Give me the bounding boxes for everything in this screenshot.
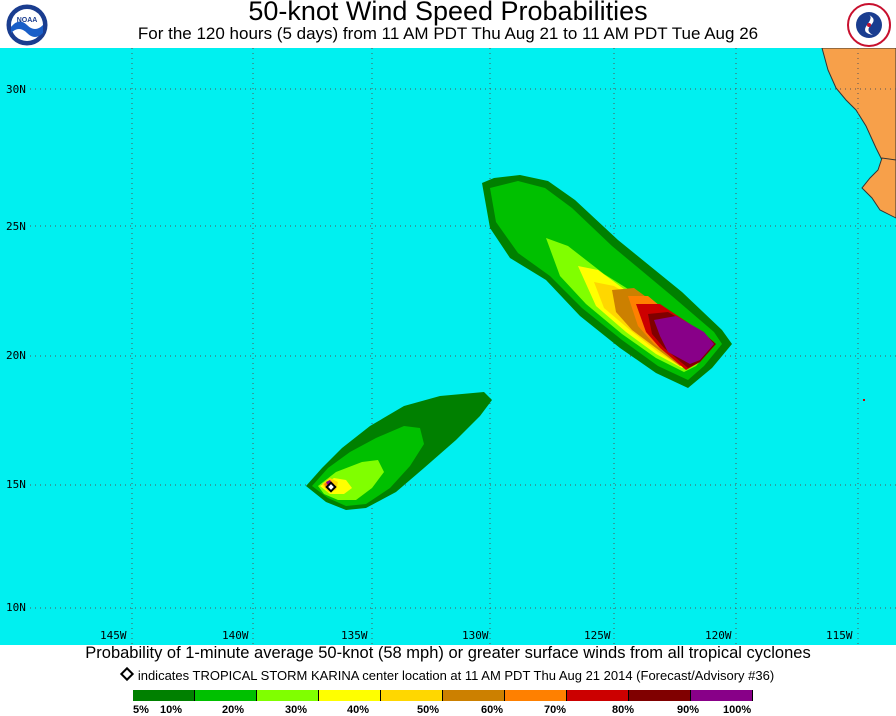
legend-label: 70% xyxy=(544,704,567,716)
legend-swatch xyxy=(691,690,753,701)
nws-logo-icon xyxy=(847,3,891,47)
legend-swatch xyxy=(381,690,443,701)
storm-diamond-icon xyxy=(119,666,134,682)
legend-swatch xyxy=(195,690,257,701)
lat-label-25n: 25N xyxy=(6,220,26,233)
legend-labels: 5% 10% 20% 30% 40% 50% 60% 70% 80% 90% 100% xyxy=(0,704,896,716)
lon-label-135w: 135W xyxy=(341,629,368,642)
lon-label-130w: 130W xyxy=(462,629,489,642)
ocean-area xyxy=(0,48,896,645)
legend-label: 100% xyxy=(723,704,752,716)
storm-note-text: indicates TROPICAL STORM KARINA center l… xyxy=(137,668,775,683)
land-baja-california xyxy=(821,48,896,179)
storm-note: indicates TROPICAL STORM KARINA center l… xyxy=(0,666,896,683)
lon-label-120w: 120W xyxy=(705,629,732,642)
legend-label: 90% xyxy=(677,704,700,716)
lon-label-140w: 140W xyxy=(222,629,249,642)
legend-label: 80% xyxy=(612,704,635,716)
probability-map xyxy=(0,48,896,645)
swath-north-90pct xyxy=(654,316,714,364)
legend-label: 50% xyxy=(417,704,440,716)
probability-swath-north xyxy=(482,175,732,388)
map-caption: Probability of 1-minute average 50-knot … xyxy=(85,644,811,662)
legend-swatch xyxy=(319,690,381,701)
land-mainland-mexico xyxy=(861,157,896,219)
legend-swatch xyxy=(443,690,505,701)
page-title: 50-knot Wind Speed Probabilities xyxy=(248,0,648,26)
legend-swatch xyxy=(505,690,567,701)
probability-swath-south xyxy=(306,392,492,510)
legend-label: 60% xyxy=(481,704,504,716)
lon-label-145w: 145W xyxy=(100,629,127,642)
storm-center-marker xyxy=(325,481,337,493)
color-legend xyxy=(133,690,753,701)
lat-label-15n: 15N xyxy=(6,478,26,491)
legend-label: 10% xyxy=(160,704,183,716)
small-red-mark xyxy=(863,399,865,401)
lat-label-20n: 20N xyxy=(6,349,26,362)
page-subtitle: For the 120 hours (5 days) from 11 AM PD… xyxy=(137,24,759,43)
legend-label: 20% xyxy=(222,704,245,716)
legend-swatch xyxy=(629,690,691,701)
legend-swatch xyxy=(567,690,629,701)
legend-swatch xyxy=(133,690,195,701)
lon-label-125w: 125W xyxy=(584,629,611,642)
legend-label: 40% xyxy=(347,704,370,716)
lon-label-115w: 115W xyxy=(826,629,853,642)
lat-label-30n: 30N xyxy=(6,83,26,96)
legend-swatch xyxy=(257,690,319,701)
noaa-logo-icon: NOAA xyxy=(5,3,49,47)
header: NOAA 50-knot Wind Speed Probabilities Fo… xyxy=(0,0,896,48)
legend-label: 30% xyxy=(285,704,308,716)
noaa-logo-text: NOAA xyxy=(17,17,38,24)
legend-label: 5% xyxy=(133,704,149,716)
lat-label-10n: 10N xyxy=(6,601,26,614)
